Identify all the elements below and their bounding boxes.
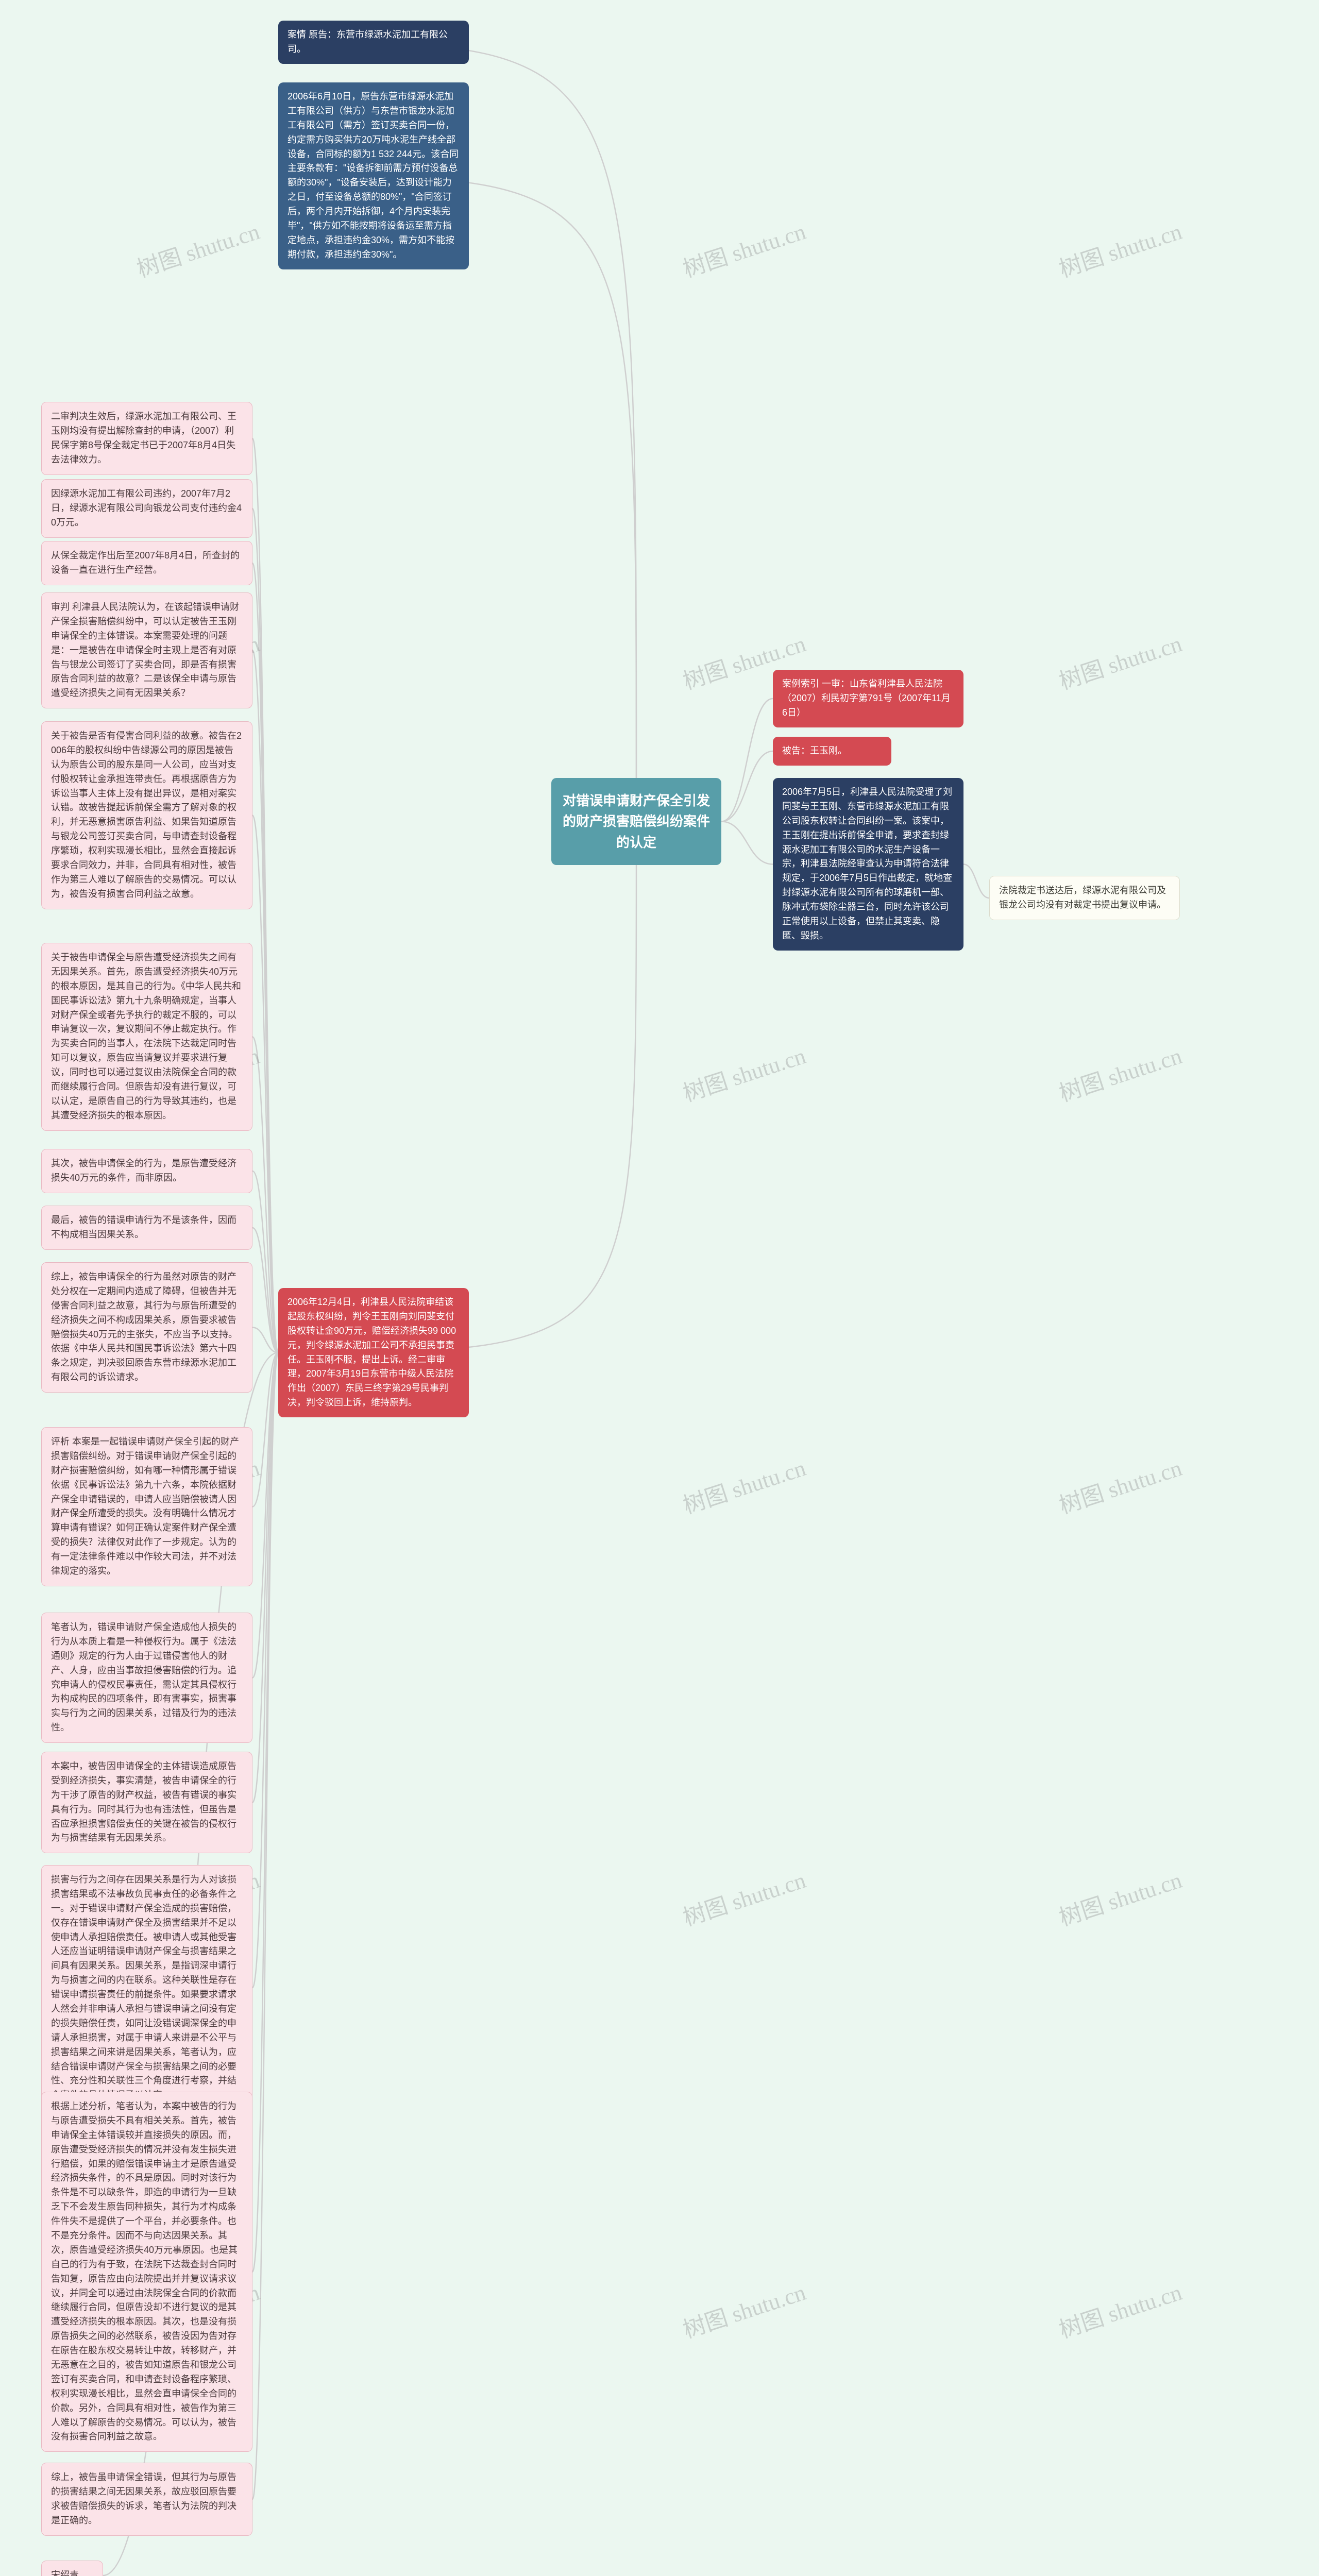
- n-served[interactable]: 法院裁定书送达后，绿源水泥有限公司及银龙公司均没有对裁定书提出复议申请。: [989, 876, 1180, 920]
- p15[interactable]: 综上，被告虽申请保全错误，但其行为与原告的损害结果之间无因果关系，故应驳回原告要…: [41, 2463, 252, 2536]
- central-topic[interactable]: 对错误申请财产保全引发的财产损害赔偿纠纷案件的认定: [551, 778, 721, 865]
- watermark: 树图 shutu.cn: [1054, 1037, 1186, 1108]
- connector: [252, 651, 278, 1353]
- p9[interactable]: 综上，被告申请保全的行为虽然对原告的财产处分权在一定期间内造成了障碍，但被告并无…: [41, 1262, 252, 1393]
- p2[interactable]: 因绿源水泥加工有限公司违约，2007年7月2日，绿源水泥有限公司向银龙公司支付违…: [41, 479, 252, 538]
- n-facts[interactable]: 2006年6月10日，原告东营市绿源水泥加工有限公司（供方）与东营市银龙水泥加工…: [278, 82, 469, 269]
- p3[interactable]: 从保全裁定作出后至2007年8月4日，所查封的设备一直在进行生产经营。: [41, 541, 252, 585]
- connector: [252, 816, 278, 1353]
- n-filing[interactable]: 2006年7月5日，利津县人民法院受理了刘同斐与王玉刚、东营市绿源水泥加工有限公…: [773, 778, 963, 951]
- connector: [252, 1228, 278, 1353]
- connector: [252, 1353, 278, 2500]
- connector: [721, 699, 773, 822]
- p-author[interactable]: 宋绍青: [41, 2561, 103, 2576]
- p4[interactable]: 审判 利津县人民法院认为，在该起错误申请财产保全损害赔偿纠纷中，可以认定被告王玉…: [41, 592, 252, 708]
- n-index[interactable]: 案例索引 一审：山东省利津县人民法院（2007）利民初字第791号（2007年1…: [773, 670, 963, 727]
- connector: [252, 438, 278, 1353]
- p6[interactable]: 关于被告申请保全与原告遭受经济损失之间有无因果关系。首先，原告遭受经济损失40万…: [41, 943, 252, 1131]
- mindmap-canvas: 树图 shutu.cn 树图 shutu.cn 树图 shutu.cn 树图 shut…: [0, 0, 1319, 2576]
- p7[interactable]: 其次，被告申请保全的行为，是原告遭受经济损失40万元的条件，而非原因。: [41, 1149, 252, 1193]
- watermark: 树图 shutu.cn: [1054, 625, 1186, 696]
- p14[interactable]: 根据上述分析，笔者认为，本案中被告的行为与原告遭受损失不具有相关关系。首先，被告…: [41, 2092, 252, 2452]
- n-ruling[interactable]: 2006年12月4日，利津县人民法院审结该起股东权纠纷，判令王玉刚向刘同斐支付股…: [278, 1288, 469, 1417]
- watermark: 树图 shutu.cn: [678, 2274, 809, 2344]
- connector: [252, 1353, 278, 1507]
- watermark: 树图 shutu.cn: [1054, 213, 1186, 283]
- connector: [252, 1037, 278, 1353]
- connector: [252, 1353, 278, 1803]
- p13[interactable]: 损害与行为之间存在因果关系是行为人对该损损害结果或不法事故负民事责任的必备条件之…: [41, 1865, 252, 2110]
- connector: [252, 1353, 278, 1988]
- connector: [721, 751, 773, 822]
- p5[interactable]: 关于被告是否有侵害合同利益的故意。被告在2006年的股权纠纷中告绿源公司的原因是…: [41, 721, 252, 909]
- watermark: 树图 shutu.cn: [678, 1037, 809, 1108]
- connector: [252, 563, 278, 1353]
- p8[interactable]: 最后，被告的错误申请行为不是该条件，因而不构成相当因果关系。: [41, 1206, 252, 1250]
- watermark: 树图 shutu.cn: [678, 1861, 809, 1932]
- connector: [252, 1171, 278, 1353]
- watermark: 树图 shutu.cn: [1054, 2274, 1186, 2344]
- connector: [278, 865, 636, 1353]
- watermark: 树图 shutu.cn: [132, 213, 263, 283]
- connector: [252, 1353, 278, 2272]
- watermark: 树图 shutu.cn: [1054, 1449, 1186, 1520]
- p10[interactable]: 评析 本案是一起错误申请财产保全引起的财产损害赔偿纠纷。对于错误申请财产保全引起…: [41, 1427, 252, 1586]
- p12[interactable]: 本案中，被告因申请保全的主体错误造成原告受到经济损失，事实清楚，被告申请保全的行…: [41, 1752, 252, 1853]
- watermark: 树图 shutu.cn: [1054, 1861, 1186, 1932]
- connector: [963, 865, 989, 899]
- watermark: 树图 shutu.cn: [678, 1449, 809, 1520]
- n-defendant[interactable]: 被告：王玉刚。: [773, 737, 891, 766]
- connector: [721, 822, 773, 865]
- connector: [252, 1328, 278, 1353]
- p1[interactable]: 二审判决生效后，绿源水泥加工有限公司、王玉刚均没有提出解除查封的申请，（2007…: [41, 402, 252, 475]
- connector: [252, 509, 278, 1353]
- connector: [252, 1353, 278, 1678]
- n-caseinfo[interactable]: 案情 原告：东营市绿源水泥加工有限公司。: [278, 21, 469, 64]
- p11[interactable]: 笔者认为，错误申请财产保全造成他人损失的行为从本质上看是一种侵权行为。属于《法法…: [41, 1613, 252, 1743]
- watermark: 树图 shutu.cn: [678, 213, 809, 283]
